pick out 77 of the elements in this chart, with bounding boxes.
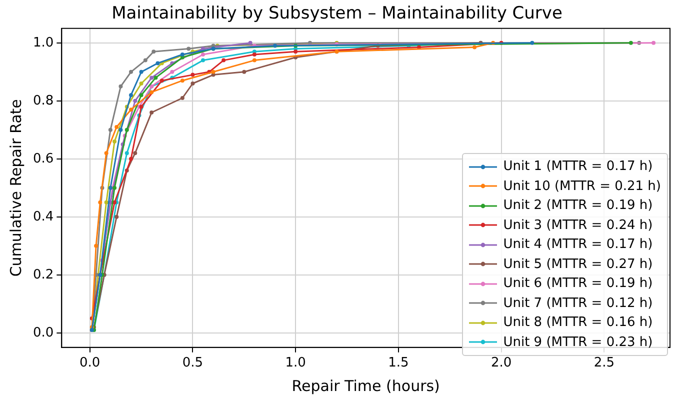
point [108, 186, 112, 190]
x-tick-label: 1.5 [388, 356, 409, 371]
point [273, 44, 278, 48]
point [156, 61, 160, 66]
point [124, 151, 129, 156]
chart-title: Maintainability by Subsystem – Maintainability Curve [112, 4, 562, 24]
x-tick-label: 1.0 [285, 356, 306, 371]
point [108, 128, 112, 132]
point [150, 110, 154, 114]
legend-label: Unit 4 (MTTR = 0.17 h) [503, 236, 653, 254]
x-tick-label: 2.5 [594, 356, 615, 371]
y-axis-title: Cumulative Repair Rate [6, 99, 25, 277]
point [160, 78, 164, 83]
x-axis-title: Repair Time (hours) [292, 376, 440, 395]
point [180, 96, 184, 100]
legend-label: Unit 10 (MTTR = 0.21 h) [503, 178, 661, 196]
point [112, 186, 117, 190]
point [129, 70, 134, 74]
point [118, 84, 123, 88]
legend-label: Unit 2 (MTTR = 0.19 h) [503, 197, 653, 215]
point [152, 50, 156, 54]
point [628, 40, 633, 45]
legend-label: Unit 9 (MTTR = 0.23 h) [503, 334, 653, 352]
point [133, 98, 138, 103]
legend-label: Unit 5 (MTTR = 0.27 h) [503, 256, 653, 274]
y-tick-label: 0.4 [32, 209, 54, 224]
point [124, 128, 129, 132]
point [150, 76, 154, 80]
point [186, 46, 191, 51]
point [150, 90, 154, 94]
legend-label: Unit 7 (MTTR = 0.12 h) [503, 294, 653, 312]
legend-label: Unit 1 (MTTR = 0.17 h) [503, 158, 653, 176]
point [98, 200, 102, 204]
point [94, 244, 98, 248]
y-tick-label: 0.0 [32, 325, 54, 340]
point [180, 78, 184, 83]
point [201, 58, 206, 62]
point [530, 40, 534, 45]
point [114, 214, 119, 219]
point [472, 45, 477, 50]
point [242, 70, 246, 74]
point [201, 52, 206, 56]
x-tick-label: 0.5 [182, 356, 204, 371]
point [294, 50, 298, 54]
legend-label: Unit 3 (MTTR = 0.24 h) [503, 216, 653, 234]
point [180, 52, 184, 56]
point [104, 200, 108, 204]
point [143, 58, 148, 62]
legend-label: Unit 6 (MTTR = 0.19 h) [503, 275, 653, 293]
legend-label: Unit 8 (MTTR = 0.16 h) [503, 314, 653, 332]
point [190, 82, 195, 86]
y-tick-label: 0.2 [32, 267, 54, 282]
point [133, 151, 138, 156]
point [154, 76, 158, 80]
point [222, 58, 226, 62]
point [252, 58, 256, 62]
point [139, 82, 144, 86]
point [170, 70, 174, 74]
point [211, 70, 216, 74]
point [129, 93, 134, 98]
point [190, 72, 195, 77]
y-tick-label: 0.8 [32, 93, 54, 108]
point [104, 151, 108, 156]
point [129, 156, 134, 161]
point [114, 125, 119, 129]
point [248, 40, 252, 45]
point [139, 70, 144, 74]
y-tick-label: 1.0 [32, 35, 54, 50]
point [652, 40, 656, 45]
point [118, 128, 123, 132]
point [112, 140, 117, 144]
x-tick-label: 2.0 [490, 356, 512, 371]
x-tick-label: 0.0 [80, 356, 100, 371]
point [129, 108, 134, 112]
y-tick-label: 0.6 [32, 151, 54, 166]
point [252, 52, 256, 56]
point [139, 93, 144, 98]
